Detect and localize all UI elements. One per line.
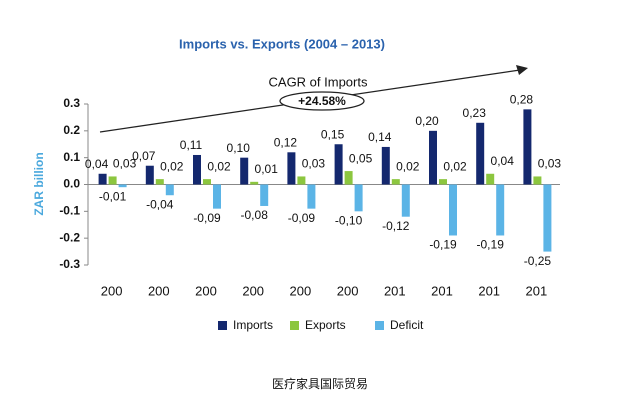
value-label: 0,14 <box>368 130 392 144</box>
value-label: 0,23 <box>463 106 487 120</box>
legend-swatch <box>218 321 227 330</box>
x-tick-label: 200 <box>148 283 170 298</box>
value-label: 0,02 <box>396 159 420 173</box>
value-label: 0,10 <box>227 141 251 155</box>
bar <box>297 176 306 185</box>
bar <box>193 154 201 185</box>
y-tick-label: -0.1 <box>59 204 80 218</box>
y-tick-label: 0.3 <box>63 96 80 110</box>
x-tick-label: 200 <box>242 283 264 298</box>
value-label: 0,03 <box>113 157 137 171</box>
bar <box>307 184 316 209</box>
bar <box>391 179 400 185</box>
x-tick-label: 201 <box>478 283 500 298</box>
value-label: -0,10 <box>335 214 363 228</box>
value-label: 0,28 <box>510 93 534 107</box>
x-tick-label: 200 <box>195 283 217 298</box>
legend-label: Exports <box>305 318 346 332</box>
value-label: 0,01 <box>255 162 279 176</box>
bar <box>287 152 296 185</box>
y-tick-label: 0.2 <box>63 123 80 137</box>
value-label: 0,02 <box>443 159 467 173</box>
bar <box>401 184 410 217</box>
value-label: 0,03 <box>538 157 562 171</box>
value-label: -0,04 <box>146 197 174 211</box>
bar <box>108 176 117 185</box>
bar <box>240 157 249 185</box>
bar <box>354 184 363 212</box>
arrow-head <box>516 65 528 75</box>
x-tick-label: 201 <box>526 283 548 298</box>
value-label: 0,03 <box>302 157 326 171</box>
value-label: 0,02 <box>160 159 184 173</box>
bar <box>145 165 154 185</box>
bar <box>334 144 343 185</box>
annotation-value: +24.58% <box>298 94 346 108</box>
value-label: -0,25 <box>524 254 552 268</box>
value-label: 0,04 <box>491 154 515 168</box>
value-label: -0,19 <box>477 238 505 252</box>
bar <box>98 173 107 185</box>
chart-title: Imports vs. Exports (2004 – 2013) <box>179 36 385 51</box>
value-label: 0,12 <box>274 135 298 149</box>
legend-swatch <box>290 321 299 330</box>
value-label: 0,02 <box>207 159 231 173</box>
bar <box>260 184 269 206</box>
bar <box>250 181 259 185</box>
bar <box>533 176 542 185</box>
caption: 医疗家具国际贸易 <box>272 376 368 391</box>
bar <box>429 130 437 185</box>
bar <box>118 184 127 188</box>
x-tick-label: 200 <box>337 283 359 298</box>
annotation: CAGR of Imports <box>269 74 368 89</box>
x-tick-label: 201 <box>431 283 453 298</box>
bar <box>155 179 164 185</box>
legend-label: Deficit <box>390 318 424 332</box>
y-tick-label: -0.3 <box>59 257 80 271</box>
value-label: 0,15 <box>321 127 345 141</box>
bar <box>381 146 390 185</box>
value-label: -0,12 <box>382 219 410 233</box>
legend-label: Imports <box>233 318 273 332</box>
bar <box>344 171 353 185</box>
bar <box>449 184 457 236</box>
y-axis-label: ZAR billion <box>32 152 46 215</box>
bar <box>439 179 447 185</box>
bar <box>165 184 174 196</box>
y-tick-label: 0.0 <box>63 177 80 191</box>
bar <box>486 173 495 185</box>
bar <box>523 109 532 185</box>
value-label: -0,08 <box>241 208 269 222</box>
value-label: -0,01 <box>99 189 127 203</box>
value-label: 0,11 <box>180 138 203 152</box>
bar <box>496 184 505 236</box>
y-tick-label: -0.2 <box>59 230 80 244</box>
legend-swatch <box>375 321 384 330</box>
value-label: 0,04 <box>85 157 109 171</box>
bar <box>476 122 485 185</box>
value-label: -0,09 <box>193 211 221 225</box>
bar <box>543 184 552 252</box>
x-tick-label: 200 <box>290 283 312 298</box>
bar <box>203 179 211 185</box>
y-tick-label: 0.1 <box>63 150 80 164</box>
value-label: -0,19 <box>429 238 457 252</box>
value-label: 0,05 <box>349 151 373 165</box>
x-tick-label: 201 <box>384 283 406 298</box>
value-label: 0,20 <box>415 114 439 128</box>
value-label: 0,07 <box>132 149 156 163</box>
x-tick-label: 200 <box>101 283 123 298</box>
bar <box>213 184 221 209</box>
value-label: -0,09 <box>288 211 316 225</box>
annotation-ellipse <box>279 91 365 111</box>
